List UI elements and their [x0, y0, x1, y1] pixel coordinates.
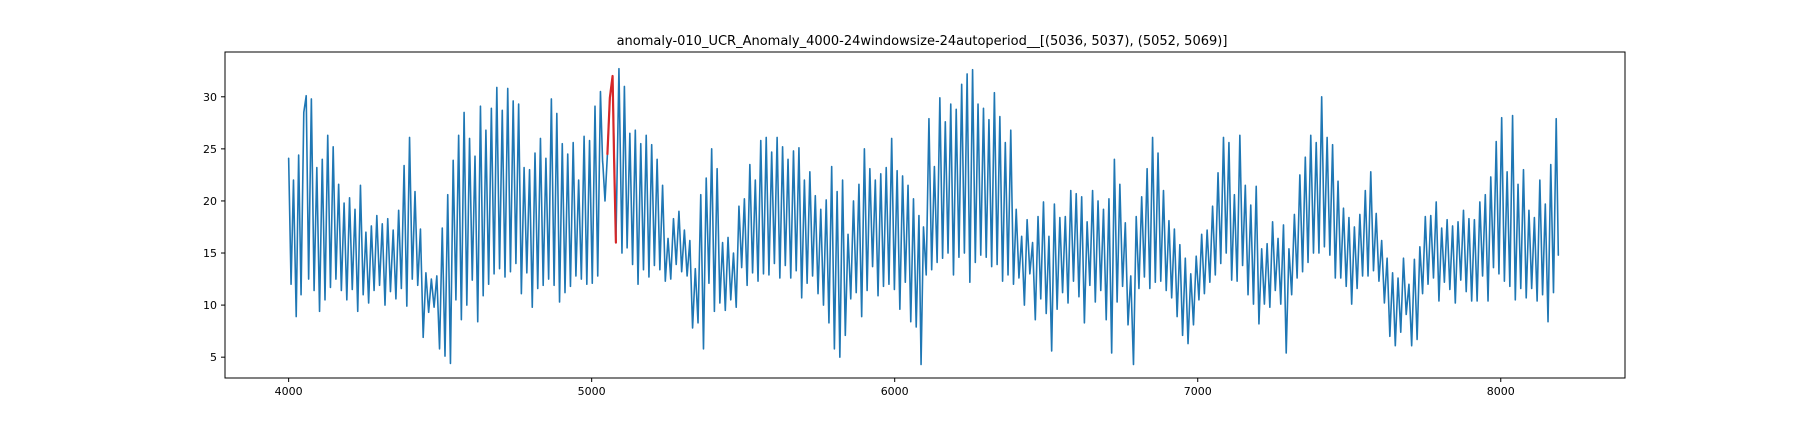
x-tick-label: 7000 [1184, 385, 1212, 398]
y-tick-label: 10 [203, 299, 217, 312]
y-tick-label: 5 [210, 351, 217, 364]
x-tick-label: 5000 [578, 385, 606, 398]
y-tick-label: 25 [203, 143, 217, 156]
y-tick-label: 15 [203, 247, 217, 260]
x-tick-label: 4000 [275, 385, 303, 398]
plot-area [225, 52, 1625, 378]
x-tick-label: 6000 [881, 385, 909, 398]
series-line-signal [287, 67, 1560, 366]
plot-frame [224, 51, 1626, 379]
y-tick-label: 30 [203, 91, 217, 104]
y-tick-label: 20 [203, 195, 217, 208]
series-line-anomaly [606, 74, 618, 244]
plot-background [225, 52, 1625, 378]
axis-layer: 4000 5000 6000 7000 8000 5 10 15 20 25 30 [203, 51, 1626, 398]
series-layer [287, 67, 1560, 366]
chart-title: anomaly-010_UCR_Anomaly_4000-24windowsiz… [617, 34, 1228, 49]
x-tick-label: 8000 [1487, 385, 1515, 398]
